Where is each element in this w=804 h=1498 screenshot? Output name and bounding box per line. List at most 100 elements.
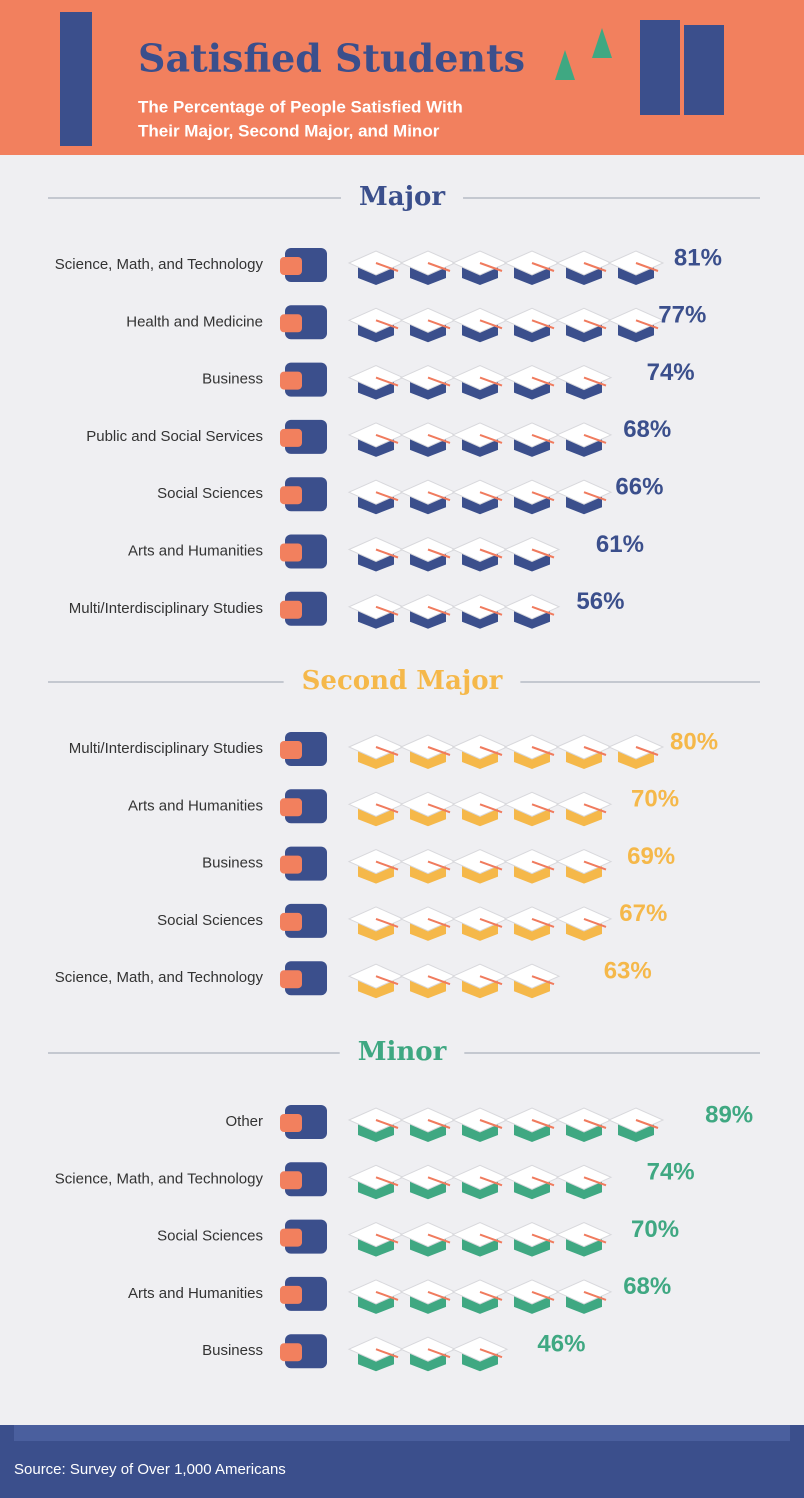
category-label: Health and Medicine [126,313,263,330]
cap-tassel [479,376,503,387]
cap-tassel [531,376,555,387]
category-icon-accent [280,798,302,817]
category-icon-accent [280,1114,302,1132]
category-icon-accent [280,1171,302,1190]
cap-tassel [427,1233,451,1244]
cap-tassel [583,860,607,871]
cap-tassel [427,860,451,871]
cap-tassel [531,1233,555,1244]
cap-tassel [583,319,607,330]
category-label: Multi/Interdisciplinary Studies [69,740,263,757]
category-icon-accent [280,428,302,447]
category-label: Science, Math, and Technology [55,1170,264,1187]
cap-tassel [427,605,451,616]
value-label: 74% [647,359,695,386]
cap-tassel [427,1176,451,1187]
cap-tassel [427,1348,451,1359]
cap-tassel [531,1119,555,1129]
cap-tassel [583,491,607,502]
value-label: 74% [647,1159,695,1186]
value-label: 68% [623,416,671,443]
cap-tassel [583,433,607,444]
cap-tassel [375,491,399,502]
cap-tassel [479,975,503,986]
cap-tassel [375,917,399,928]
category-label: Science, Math, and Technology [55,969,264,986]
cap-tassel [427,491,451,502]
cap-tassel [375,1290,399,1301]
category-icon-accent [280,970,302,989]
cap-tassel [375,605,399,616]
cap-tassel [531,433,555,444]
book-icon [60,12,92,146]
pictogram-row [347,1336,509,1372]
cap-tassel [427,319,451,330]
category-icon-accent [280,1343,302,1362]
value-label: 63% [604,958,652,985]
value-label: 68% [623,1273,671,1300]
cap-tassel [479,319,503,330]
category-icon-accent [280,600,302,619]
value-label: 80% [670,728,718,755]
cap-tassel [531,1290,555,1301]
category-label: Multi/Interdisciplinary Studies [69,600,263,617]
pictogram-row [347,307,665,343]
cap-tassel [479,491,503,502]
cap-tassel [427,917,451,928]
pictogram-row [347,250,665,285]
pictogram-row [347,594,561,629]
cap-tassel [583,1290,607,1301]
cap-tassel [635,1119,659,1129]
subtitle: Their Major, Second Major, and Minor [138,121,440,140]
pictogram-row [347,734,665,769]
source: Source: Survey of Over 1,000 Americans [14,1461,286,1478]
cap-tassel [531,860,555,871]
cap-tassel [583,803,607,814]
category-icon-accent [280,257,302,275]
category-label: Arts and Humanities [128,542,263,559]
cap-tassel [375,860,399,871]
pictogram-row [347,1164,613,1200]
cap-tassel [375,1119,399,1129]
category-label: Public and Social Services [86,428,263,445]
section-title: Major [359,182,445,212]
footer-strip [14,1425,790,1441]
cap-tassel [479,262,503,272]
section-title: Second Major [302,666,503,696]
cap-tassel [375,433,399,444]
category-label: Other [225,1113,263,1130]
cap-tassel [479,548,503,559]
title: Satisfied Students [138,36,525,81]
value-label: 77% [658,302,706,329]
cap-tassel [479,917,503,928]
cap-tassel [583,917,607,928]
cap-tassel [479,860,503,871]
category-icon-accent [280,1228,302,1247]
cap-tassel [375,746,399,756]
category-label: Arts and Humanities [128,1285,263,1302]
category-label: Science, Math, and Technology [55,256,264,273]
cap-tassel [583,1176,607,1187]
category-icon-accent [280,314,302,333]
cap-tassel [531,262,555,272]
category-label: Social Sciences [157,1228,263,1245]
cap-tassel [531,548,555,559]
pictogram-row [347,963,561,999]
cap-tassel [531,803,555,814]
cap-tassel [479,605,503,616]
cap-tassel [479,1176,503,1187]
category-icon-accent [280,855,302,874]
category-label: Arts and Humanities [128,797,263,814]
cap-tassel [375,376,399,387]
cap-tassel [427,262,451,272]
pictogram-row [347,791,613,827]
pictogram-row [347,365,613,400]
cap-tassel [427,1119,451,1129]
pictogram-row [347,906,613,941]
cap-tassel [583,376,607,387]
cap-tassel [479,433,503,444]
category-icon-accent [280,741,302,759]
cap-tassel [375,1348,399,1359]
category-label: Business [202,855,263,872]
cap-tassel [375,1176,399,1187]
